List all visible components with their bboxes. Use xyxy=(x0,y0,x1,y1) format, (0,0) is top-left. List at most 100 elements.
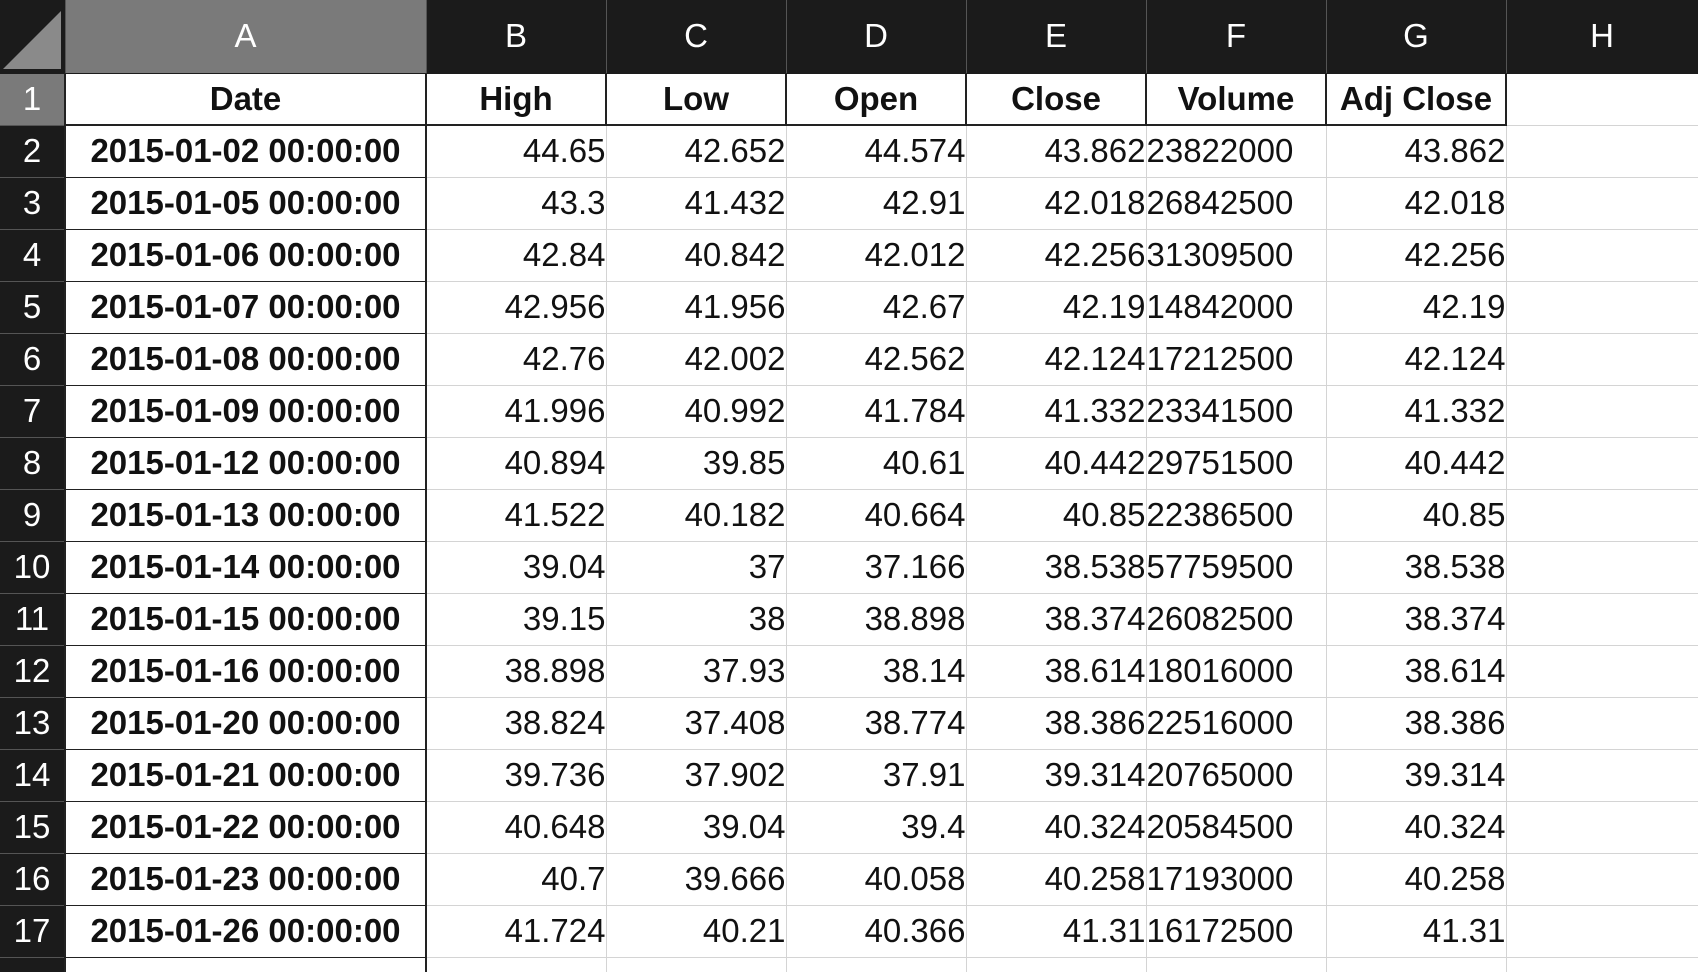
cell-low[interactable]: 38 xyxy=(606,593,787,646)
cell-volume[interactable]: 17193000 xyxy=(1146,853,1327,906)
cell-volume[interactable]: 14842000 xyxy=(1146,281,1327,334)
cell-volume-header[interactable]: Volume xyxy=(1146,73,1327,126)
cell-close[interactable]: 41.31 xyxy=(966,905,1147,958)
cell-volume[interactable]: 29751500 xyxy=(1146,437,1327,490)
cell-adj-close[interactable]: 43.862 xyxy=(1326,125,1507,178)
cell-empty[interactable] xyxy=(1506,229,1698,282)
cell-date[interactable]: 2015-01-06 00:00:00 xyxy=(64,229,427,282)
cell-high[interactable]: 39.736 xyxy=(426,749,607,802)
cell-partial[interactable] xyxy=(1506,957,1698,972)
cell-high[interactable]: 44.65 xyxy=(426,125,607,178)
cell-close[interactable]: 38.614 xyxy=(966,645,1147,698)
row-header[interactable]: 10 xyxy=(0,541,66,594)
cell-low[interactable]: 37 xyxy=(606,541,787,594)
cell-high[interactable]: 40.7 xyxy=(426,853,607,906)
cell-close[interactable]: 40.442 xyxy=(966,437,1147,490)
cell-low[interactable]: 39.666 xyxy=(606,853,787,906)
cell-open[interactable]: 40.058 xyxy=(786,853,967,906)
cell-volume[interactable]: 57759500 xyxy=(1146,541,1327,594)
cell-date[interactable]: 2015-01-16 00:00:00 xyxy=(64,645,427,698)
cell-empty[interactable] xyxy=(1506,437,1698,490)
cell-date[interactable]: 2015-01-22 00:00:00 xyxy=(64,801,427,854)
row-header[interactable]: 17 xyxy=(0,905,66,958)
cell-close[interactable]: 38.538 xyxy=(966,541,1147,594)
cell-empty[interactable] xyxy=(1506,801,1698,854)
cell-open[interactable]: 40.664 xyxy=(786,489,967,542)
cell-adj-close[interactable]: 39.314 xyxy=(1326,749,1507,802)
cell-low[interactable]: 40.182 xyxy=(606,489,787,542)
cell-empty[interactable] xyxy=(1506,281,1698,334)
row-header[interactable]: 8 xyxy=(0,437,66,490)
cell-high[interactable]: 40.648 xyxy=(426,801,607,854)
column-header-g[interactable]: G xyxy=(1326,0,1507,74)
cell-low[interactable]: 39.04 xyxy=(606,801,787,854)
cell-adj-close[interactable]: 42.124 xyxy=(1326,333,1507,386)
cell-close[interactable]: 43.862 xyxy=(966,125,1147,178)
cell-low[interactable]: 41.432 xyxy=(606,177,787,230)
cell-adj-close[interactable]: 42.19 xyxy=(1326,281,1507,334)
row-header[interactable]: 14 xyxy=(0,749,66,802)
cell-close[interactable]: 40.324 xyxy=(966,801,1147,854)
cell-low[interactable]: 42.002 xyxy=(606,333,787,386)
cell-empty[interactable] xyxy=(1506,73,1698,126)
cell-adj-close[interactable]: 38.374 xyxy=(1326,593,1507,646)
cell-partial[interactable] xyxy=(966,957,1147,972)
cell-open[interactable]: 44.574 xyxy=(786,125,967,178)
cell-empty[interactable] xyxy=(1506,333,1698,386)
cell-low[interactable]: 42.652 xyxy=(606,125,787,178)
cell-close[interactable]: 42.256 xyxy=(966,229,1147,282)
cell-adj-close[interactable]: 42.256 xyxy=(1326,229,1507,282)
cell-adj-close[interactable]: 40.85 xyxy=(1326,489,1507,542)
row-header[interactable]: 6 xyxy=(0,333,66,386)
cell-volume[interactable]: 16172500 xyxy=(1146,905,1327,958)
cell-volume[interactable]: 26842500 xyxy=(1146,177,1327,230)
cell-date[interactable]: 2015-01-13 00:00:00 xyxy=(64,489,427,542)
column-header-e[interactable]: E xyxy=(966,0,1147,74)
column-header-a[interactable]: A xyxy=(65,0,427,74)
cell-open[interactable]: 42.91 xyxy=(786,177,967,230)
cell-adj-close[interactable]: 38.614 xyxy=(1326,645,1507,698)
cell-adj-close[interactable]: 41.31 xyxy=(1326,905,1507,958)
cell-open[interactable]: 39.4 xyxy=(786,801,967,854)
cell-volume[interactable]: 22516000 xyxy=(1146,697,1327,750)
cell-volume[interactable]: 17212500 xyxy=(1146,333,1327,386)
cell-date[interactable]: 2015-01-08 00:00:00 xyxy=(64,333,427,386)
row-header[interactable]: 1 xyxy=(0,73,66,126)
cell-high[interactable]: 39.04 xyxy=(426,541,607,594)
row-header[interactable]: 5 xyxy=(0,281,66,334)
cell-high[interactable]: 42.84 xyxy=(426,229,607,282)
row-header[interactable]: 3 xyxy=(0,177,66,230)
cell-date[interactable]: 2015-01-09 00:00:00 xyxy=(64,385,427,438)
cell-close[interactable]: 38.374 xyxy=(966,593,1147,646)
cell-open[interactable]: 38.774 xyxy=(786,697,967,750)
cell-date[interactable]: 2015-01-26 00:00:00 xyxy=(64,905,427,958)
cell-open[interactable]: 42.012 xyxy=(786,229,967,282)
row-header[interactable]: 11 xyxy=(0,593,66,646)
cell-adj-close[interactable]: 40.324 xyxy=(1326,801,1507,854)
cell-low[interactable]: 37.902 xyxy=(606,749,787,802)
row-header[interactable]: 4 xyxy=(0,229,66,282)
cell-adj-close[interactable]: 41.332 xyxy=(1326,385,1507,438)
cell-open-header[interactable]: Open xyxy=(786,73,967,126)
row-header[interactable]: 12 xyxy=(0,645,66,698)
cell-close[interactable]: 38.386 xyxy=(966,697,1147,750)
cell-open[interactable]: 42.67 xyxy=(786,281,967,334)
cell-date[interactable]: 2015-01-07 00:00:00 xyxy=(64,281,427,334)
cell-empty[interactable] xyxy=(1506,697,1698,750)
cell-close[interactable]: 42.124 xyxy=(966,333,1147,386)
cell-low[interactable]: 40.21 xyxy=(606,905,787,958)
cell-close-header[interactable]: Close xyxy=(966,73,1147,126)
cell-adj-close[interactable]: 40.258 xyxy=(1326,853,1507,906)
cell-low[interactable]: 37.408 xyxy=(606,697,787,750)
cell-adj-close[interactable]: 38.538 xyxy=(1326,541,1507,594)
cell-partial[interactable] xyxy=(786,957,967,972)
cell-low[interactable]: 40.842 xyxy=(606,229,787,282)
cell-date[interactable]: 2015-01-05 00:00:00 xyxy=(64,177,427,230)
row-header[interactable]: 15 xyxy=(0,801,66,854)
cell-close[interactable]: 42.19 xyxy=(966,281,1147,334)
cell-partial[interactable] xyxy=(1146,957,1327,972)
cell-volume[interactable]: 22386500 xyxy=(1146,489,1327,542)
cell-high[interactable]: 38.898 xyxy=(426,645,607,698)
cell-open[interactable]: 40.61 xyxy=(786,437,967,490)
cell-volume[interactable]: 31309500 xyxy=(1146,229,1327,282)
